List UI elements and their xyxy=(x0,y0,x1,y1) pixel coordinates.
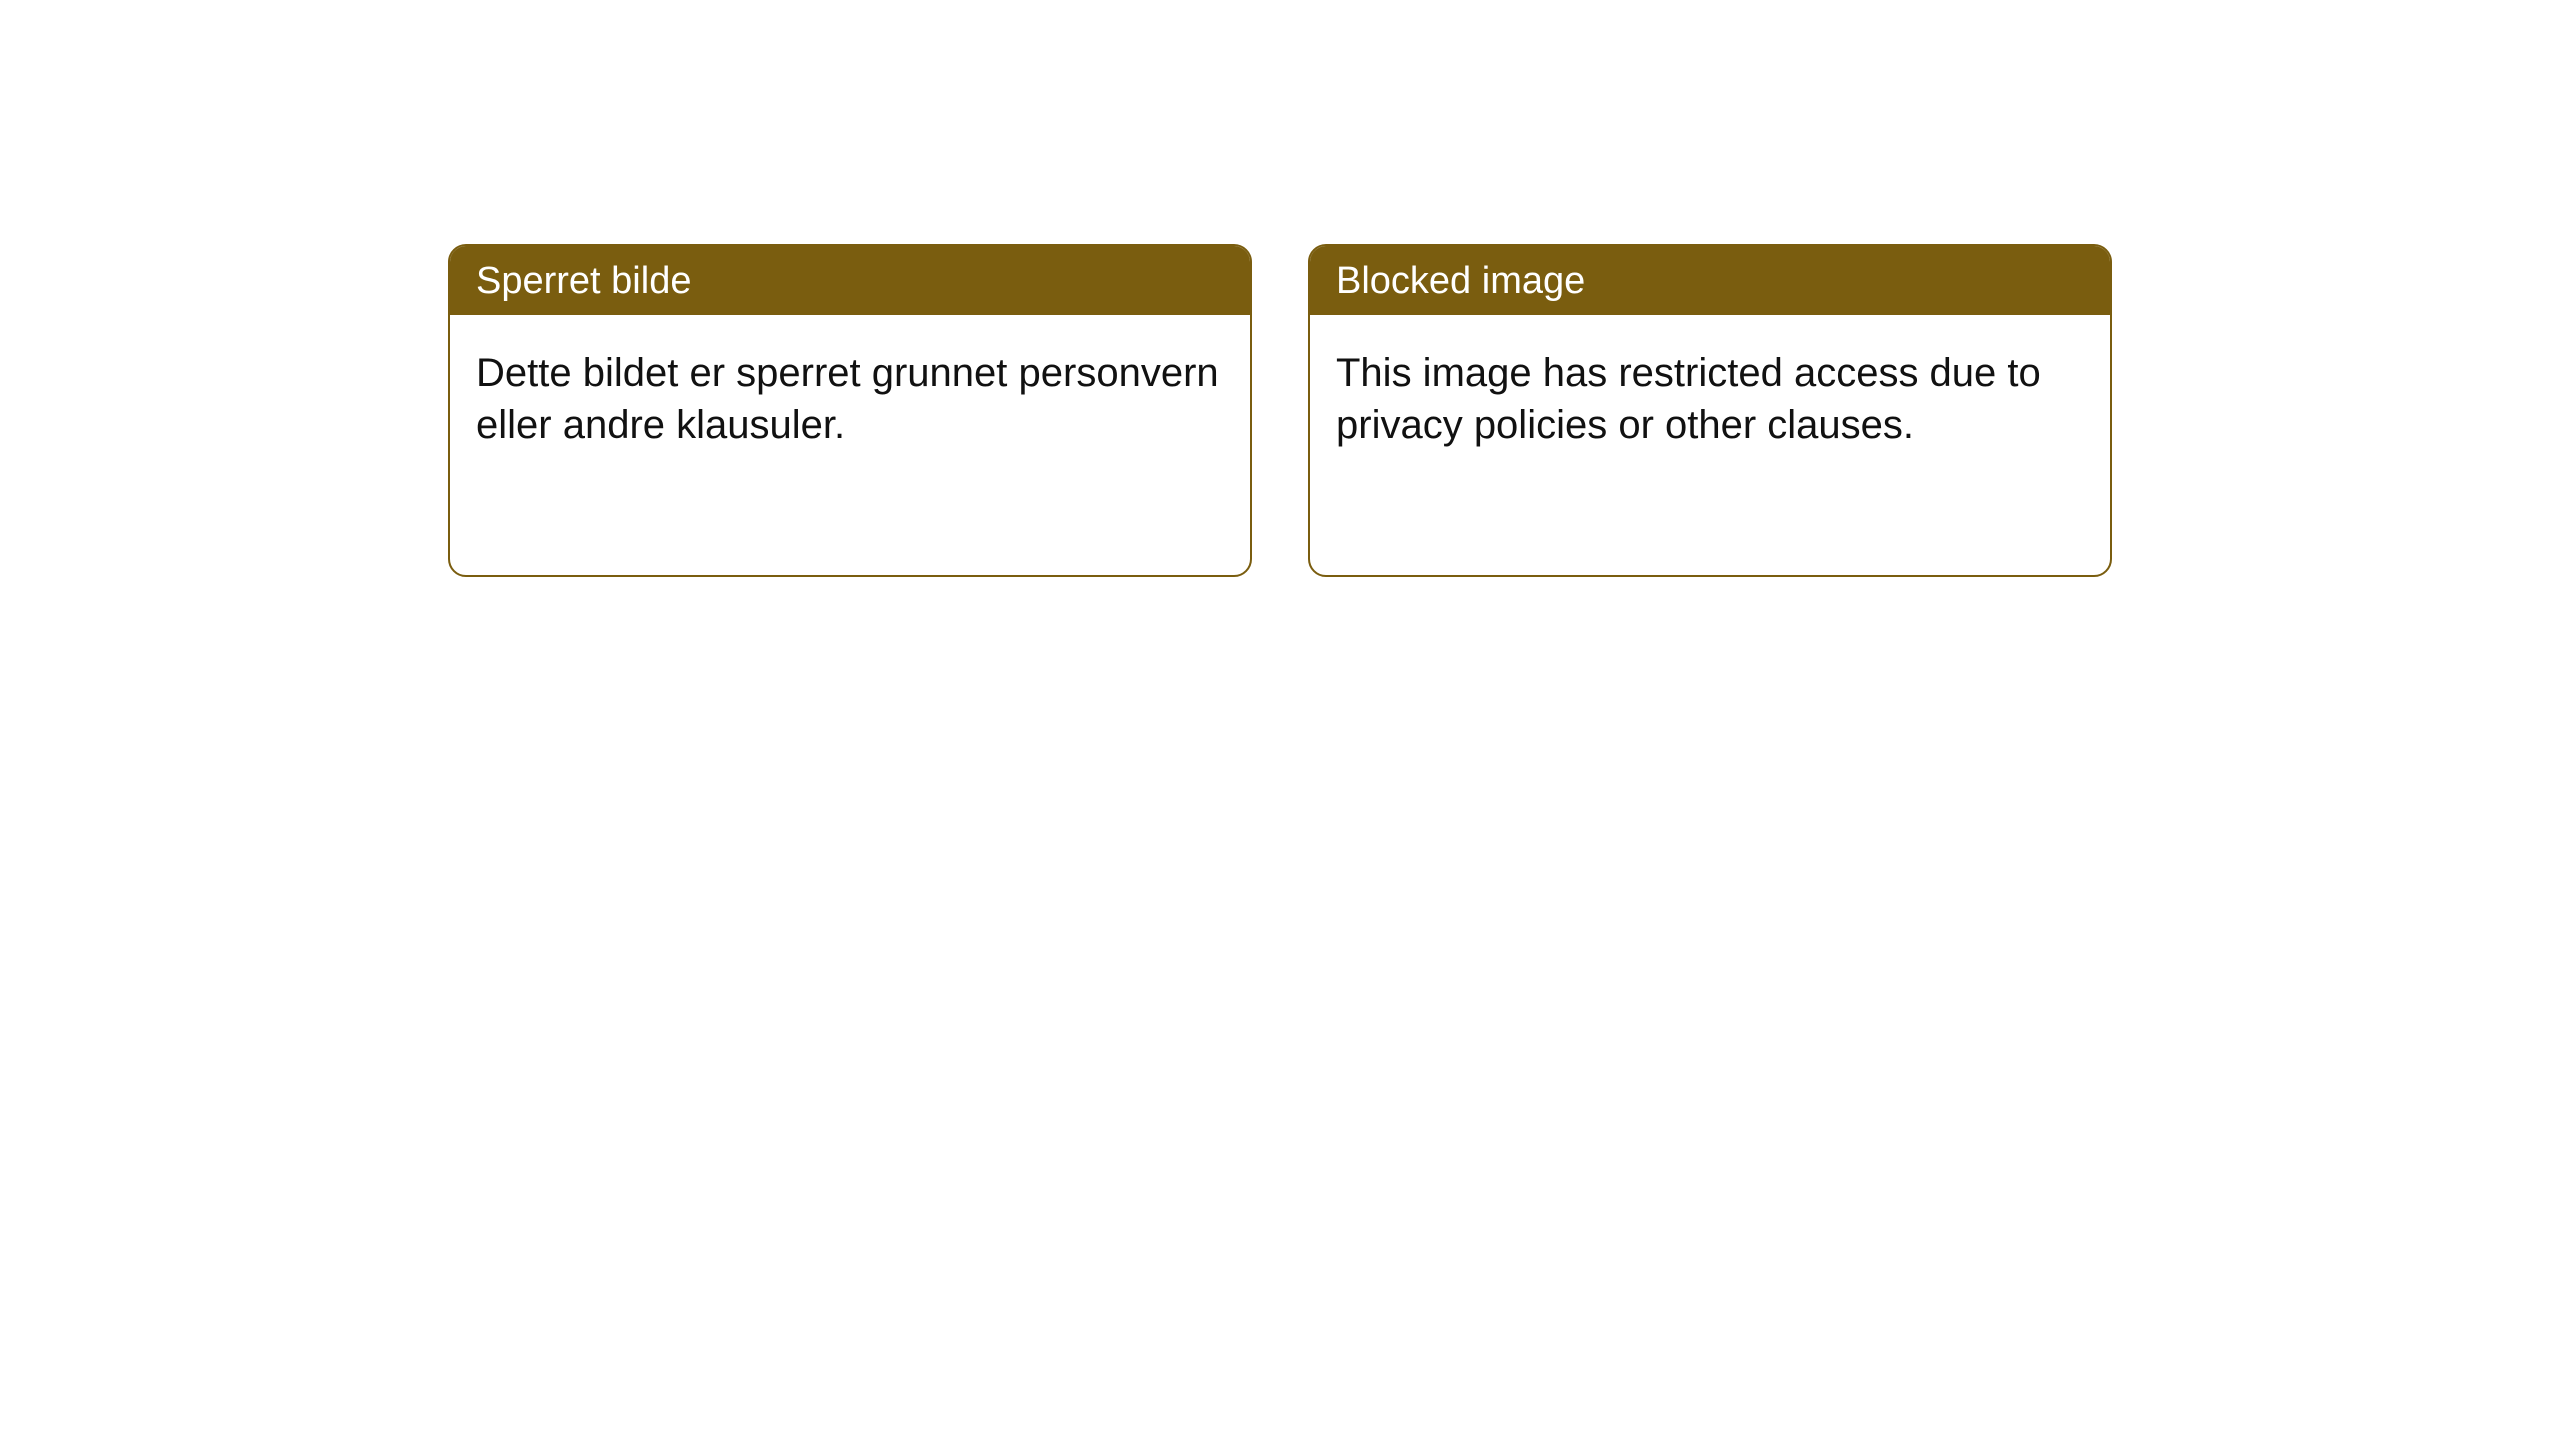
card-body: This image has restricted access due to … xyxy=(1310,315,2110,451)
notice-card-english: Blocked image This image has restricted … xyxy=(1308,244,2112,577)
card-body: Dette bildet er sperret grunnet personve… xyxy=(450,315,1250,451)
notice-container: Sperret bilde Dette bildet er sperret gr… xyxy=(0,0,2560,577)
card-title: Blocked image xyxy=(1336,260,1585,302)
card-body-text: This image has restricted access due to … xyxy=(1336,351,2041,447)
card-body-text: Dette bildet er sperret grunnet personve… xyxy=(476,351,1219,447)
card-header: Blocked image xyxy=(1310,246,2110,315)
card-header: Sperret bilde xyxy=(450,246,1250,315)
notice-card-norwegian: Sperret bilde Dette bildet er sperret gr… xyxy=(448,244,1252,577)
card-title: Sperret bilde xyxy=(476,260,691,302)
